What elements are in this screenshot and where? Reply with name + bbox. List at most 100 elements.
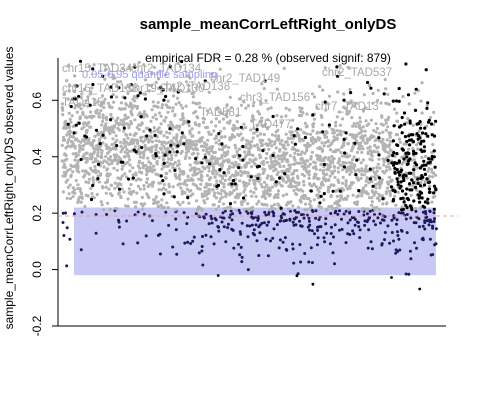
data-point xyxy=(432,149,436,153)
data-point xyxy=(205,109,209,113)
data-point xyxy=(115,168,119,172)
data-point xyxy=(381,202,385,206)
data-point xyxy=(249,144,253,148)
data-point xyxy=(147,183,151,187)
data-point xyxy=(200,245,204,248)
data-point xyxy=(358,236,362,240)
data-point xyxy=(392,124,396,128)
data-point xyxy=(351,181,355,185)
data-point xyxy=(148,128,152,132)
data-point xyxy=(127,65,132,69)
data-point xyxy=(173,172,177,176)
data-point xyxy=(364,183,368,187)
data-point xyxy=(308,199,312,203)
data-point xyxy=(332,135,336,139)
data-point xyxy=(199,182,203,186)
data-point xyxy=(89,186,93,190)
data-point xyxy=(375,99,380,103)
data-point xyxy=(203,201,207,205)
data-point xyxy=(412,199,416,203)
data-point xyxy=(135,125,139,130)
data-point xyxy=(215,161,219,165)
data-point xyxy=(263,196,268,200)
data-point xyxy=(167,140,171,144)
data-point xyxy=(88,103,92,107)
data-point xyxy=(354,173,358,177)
data-point xyxy=(92,196,96,200)
data-point xyxy=(400,115,404,120)
data-point xyxy=(318,201,322,205)
data-point xyxy=(228,165,232,169)
data-point xyxy=(310,92,314,96)
data-point xyxy=(207,166,211,170)
data-point xyxy=(164,73,168,77)
data-point xyxy=(361,206,365,211)
data-point xyxy=(100,149,104,153)
data-point xyxy=(186,174,190,178)
data-point xyxy=(137,159,142,163)
data-point xyxy=(263,185,267,189)
data-point xyxy=(424,68,428,72)
data-point xyxy=(240,255,244,259)
data-point xyxy=(154,148,158,152)
data-point xyxy=(250,139,254,144)
data-point xyxy=(248,153,252,157)
data-point xyxy=(150,184,154,188)
data-point xyxy=(135,191,139,195)
data-point xyxy=(401,196,405,200)
data-point xyxy=(231,212,235,216)
data-point xyxy=(338,64,342,68)
data-point xyxy=(235,120,239,124)
data-point xyxy=(252,191,256,195)
data-point xyxy=(184,80,189,84)
data-point xyxy=(73,106,77,110)
data-point xyxy=(339,151,343,155)
data-point xyxy=(310,229,314,233)
data-point xyxy=(300,164,304,168)
data-point xyxy=(190,127,194,131)
data-point xyxy=(247,150,251,154)
data-point xyxy=(157,77,161,81)
data-point xyxy=(409,193,413,197)
data-point xyxy=(279,219,283,223)
data-point xyxy=(179,118,183,122)
data-point xyxy=(288,163,293,167)
data-point xyxy=(332,235,335,239)
data-point xyxy=(251,117,255,121)
data-point xyxy=(343,106,347,110)
data-point xyxy=(350,161,354,165)
data-point xyxy=(87,120,91,124)
data-point xyxy=(93,164,97,169)
data-point xyxy=(79,95,83,99)
data-point xyxy=(272,214,276,218)
data-point xyxy=(94,213,98,217)
data-point xyxy=(227,145,231,150)
data-point xyxy=(353,217,357,221)
data-point xyxy=(177,167,181,171)
data-point xyxy=(370,203,374,207)
data-point xyxy=(101,141,105,145)
data-point xyxy=(431,175,435,179)
data-point xyxy=(338,123,342,127)
data-point xyxy=(241,196,246,200)
data-point xyxy=(67,89,71,93)
data-point xyxy=(196,116,200,120)
data-point xyxy=(276,170,280,174)
data-point xyxy=(416,166,420,170)
data-point xyxy=(409,216,413,220)
data-point xyxy=(401,95,405,99)
data-point xyxy=(257,164,261,168)
data-point xyxy=(182,181,187,185)
data-point xyxy=(226,222,230,226)
data-point xyxy=(293,151,297,155)
annotation-label: chr19_TAD130 xyxy=(128,83,205,95)
data-point xyxy=(267,147,271,151)
data-point xyxy=(236,171,240,176)
data-point xyxy=(391,197,396,202)
data-point xyxy=(395,161,399,165)
data-point xyxy=(61,135,66,140)
data-point xyxy=(290,140,294,144)
data-point xyxy=(388,143,392,147)
data-point xyxy=(246,171,250,175)
data-point xyxy=(397,99,401,103)
